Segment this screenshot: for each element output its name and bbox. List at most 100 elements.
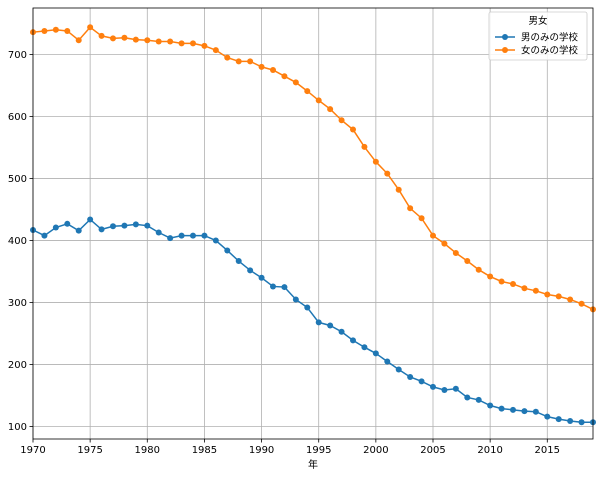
data-point bbox=[64, 220, 71, 227]
data-point bbox=[350, 126, 356, 133]
data-point bbox=[98, 32, 105, 39]
legend-entry: 女のみの学校 bbox=[495, 45, 579, 57]
data-point bbox=[258, 63, 265, 70]
data-point bbox=[304, 304, 311, 311]
data-point bbox=[292, 296, 299, 303]
series-1 bbox=[30, 216, 596, 426]
data-point bbox=[247, 58, 254, 65]
data-point bbox=[487, 273, 494, 280]
data-point bbox=[384, 358, 391, 365]
data-point bbox=[212, 237, 219, 244]
data-point bbox=[544, 413, 551, 420]
y-tick-label: 300 bbox=[8, 298, 27, 309]
x-tick-label: 2010 bbox=[477, 445, 502, 456]
data-point bbox=[441, 240, 448, 247]
x-tick-label: 2015 bbox=[535, 445, 560, 456]
data-point bbox=[555, 293, 562, 300]
data-point bbox=[327, 322, 334, 329]
data-point bbox=[201, 42, 208, 49]
data-point bbox=[224, 54, 231, 61]
data-point bbox=[407, 205, 414, 212]
data-point bbox=[510, 406, 516, 413]
data-point bbox=[132, 221, 139, 228]
data-point bbox=[464, 394, 471, 401]
data-point bbox=[132, 36, 139, 43]
data-point bbox=[544, 291, 551, 298]
x-tick-label: 1995 bbox=[306, 445, 331, 456]
data-point bbox=[52, 26, 59, 33]
data-point bbox=[167, 235, 174, 242]
data-point bbox=[75, 227, 82, 234]
data-point bbox=[270, 67, 276, 74]
data-point bbox=[521, 408, 528, 415]
data-point bbox=[555, 416, 562, 423]
plot-background bbox=[33, 8, 593, 439]
data-point bbox=[578, 300, 585, 307]
y-tick-label: 700 bbox=[8, 50, 27, 61]
data-point bbox=[327, 106, 334, 113]
y-tick-label: 100 bbox=[8, 422, 27, 433]
x-axis-label: 年 bbox=[308, 458, 318, 471]
data-point bbox=[567, 296, 574, 303]
data-point bbox=[87, 216, 94, 223]
data-point bbox=[235, 58, 242, 65]
x-tick-label: 2005 bbox=[420, 445, 445, 456]
data-point bbox=[98, 226, 105, 233]
data-point bbox=[247, 267, 254, 274]
data-point bbox=[498, 405, 505, 412]
data-point bbox=[178, 40, 185, 47]
data-point bbox=[235, 258, 242, 265]
data-point bbox=[121, 222, 128, 229]
data-point bbox=[430, 383, 436, 390]
series-layer bbox=[30, 24, 596, 426]
data-point bbox=[155, 229, 162, 236]
data-point bbox=[372, 350, 379, 357]
data-point bbox=[567, 418, 574, 425]
data-point bbox=[155, 38, 162, 45]
x-axis: 1970 1975 1980 1985 1990 1995 2000 2005 2010 2015 bbox=[20, 439, 560, 456]
data-point bbox=[487, 402, 494, 409]
y-axis: 100 200 300 400 500 600 700 bbox=[8, 50, 33, 433]
legend-label: 女のみの学校 bbox=[521, 45, 579, 57]
data-point bbox=[121, 34, 128, 41]
data-point bbox=[418, 378, 425, 385]
y-tick-label: 500 bbox=[8, 174, 27, 185]
data-point bbox=[190, 232, 196, 239]
legend-title: 男女 bbox=[528, 15, 547, 27]
data-point bbox=[167, 38, 174, 45]
plot-border bbox=[32, 7, 594, 440]
y-tick-label: 400 bbox=[8, 236, 27, 247]
data-point bbox=[212, 47, 219, 54]
data-point bbox=[41, 232, 48, 239]
data-point bbox=[498, 278, 505, 285]
data-point bbox=[178, 232, 185, 239]
data-point bbox=[144, 222, 151, 229]
data-point bbox=[110, 35, 116, 42]
data-point bbox=[407, 373, 414, 380]
data-point bbox=[258, 274, 265, 281]
data-point bbox=[144, 37, 151, 44]
data-point bbox=[201, 232, 208, 239]
data-point bbox=[338, 117, 345, 124]
data-point bbox=[338, 328, 345, 335]
legend-label: 男のみの学校 bbox=[521, 32, 579, 44]
data-point bbox=[350, 337, 356, 344]
data-point bbox=[110, 223, 116, 230]
data-point bbox=[315, 319, 322, 326]
series-2 bbox=[30, 24, 596, 313]
data-point bbox=[41, 27, 48, 34]
data-point bbox=[441, 387, 448, 394]
legend-box bbox=[488, 11, 588, 61]
plot-area bbox=[30, 7, 596, 440]
data-point bbox=[464, 258, 471, 265]
data-point bbox=[452, 385, 459, 392]
data-point bbox=[224, 247, 231, 254]
data-point bbox=[315, 97, 322, 104]
legend-entry: 男のみの学校 bbox=[495, 32, 579, 44]
data-point bbox=[292, 79, 299, 86]
x-tick-label: 2000 bbox=[363, 445, 388, 456]
data-point bbox=[532, 408, 539, 415]
data-point bbox=[578, 419, 585, 426]
data-point bbox=[475, 266, 482, 273]
